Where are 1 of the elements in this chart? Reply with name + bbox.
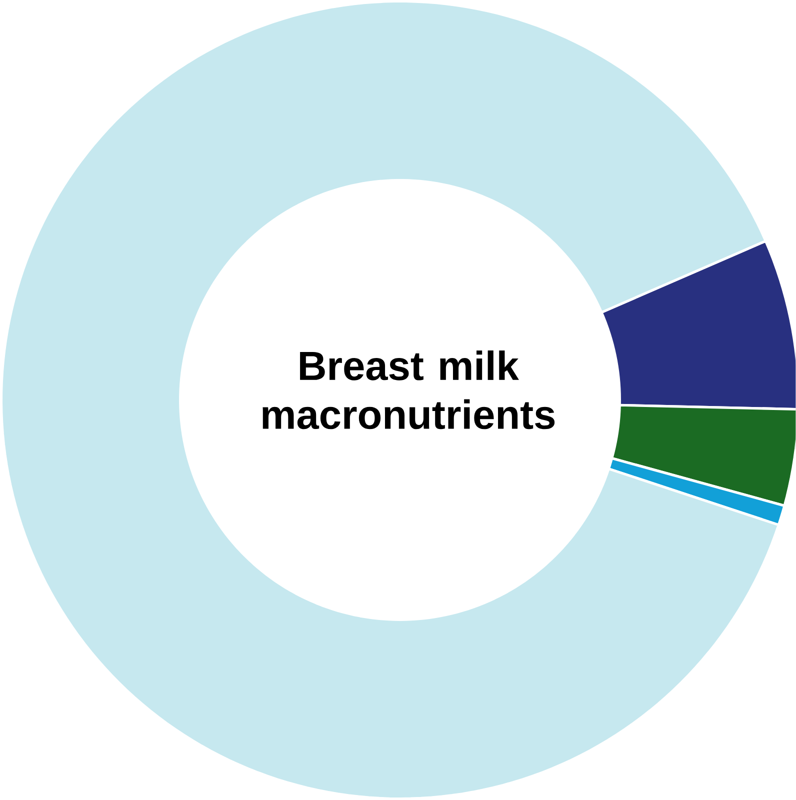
- text: Breast milk macronutrients: [262, 350, 555, 430]
